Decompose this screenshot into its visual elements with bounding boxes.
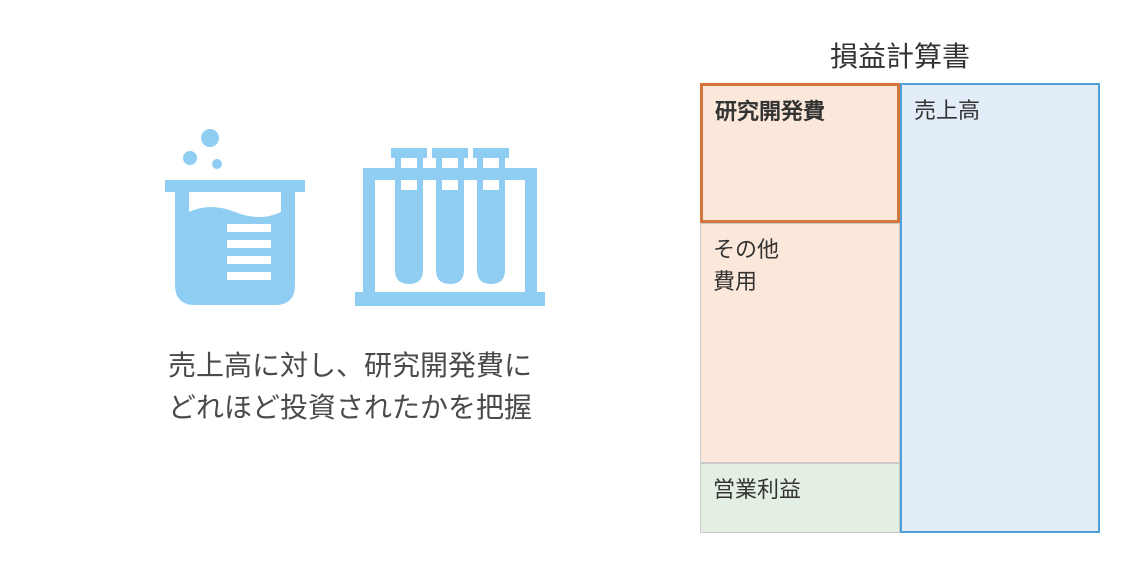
pl-cell-sales: 売上高 <box>900 83 1100 533</box>
left-panel: 売上高に対し、研究開発費に どれほど投資されたかを把握 <box>90 120 610 429</box>
icons-row <box>90 120 610 315</box>
test-tubes-icon <box>355 130 545 315</box>
pl-cell-op_profit: 営業利益 <box>700 463 900 533</box>
pl-chart-title: 損益計算書 <box>700 35 1100 75</box>
caption-line-2: どれほど投資されたかを把握 <box>90 387 610 429</box>
caption: 売上高に対し、研究開発費に どれほど投資されたかを把握 <box>90 345 610 429</box>
pl-chart: 研究開発費その他 費用営業利益売上高 <box>700 83 1100 533</box>
pl-cell-other: その他 費用 <box>700 223 900 463</box>
right-panel: 損益計算書 研究開発費その他 費用営業利益売上高 <box>700 35 1100 533</box>
beaker-icon <box>155 120 325 315</box>
caption-line-1: 売上高に対し、研究開発費に <box>90 345 610 387</box>
pl-cell-rd: 研究開発費 <box>700 83 900 223</box>
